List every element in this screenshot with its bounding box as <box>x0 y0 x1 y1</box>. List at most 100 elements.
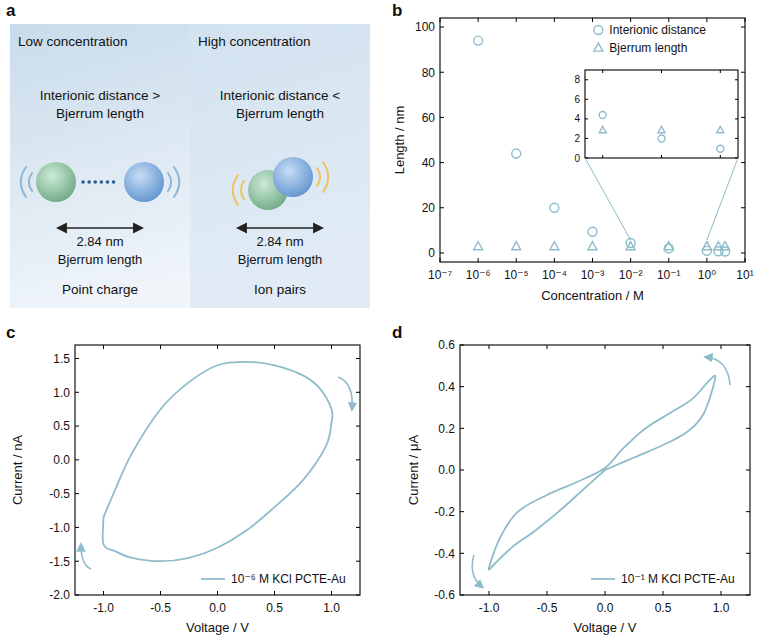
y-tick <box>460 511 464 512</box>
vibration-arc <box>317 168 320 186</box>
x-tick-top <box>668 18 669 22</box>
x-tick-top <box>331 345 332 349</box>
legend-line <box>201 578 225 580</box>
legend-label: Bjerrum length <box>609 41 687 55</box>
data-point <box>658 126 665 132</box>
x-tick-top <box>478 18 479 22</box>
y-tick <box>440 162 444 163</box>
panel-b-inset: 02468 <box>574 70 738 164</box>
panel-background <box>10 24 370 308</box>
y-tick-label: 4 <box>574 113 580 124</box>
ion <box>124 162 164 202</box>
data-point <box>588 227 597 236</box>
x-tick-top <box>663 345 664 349</box>
plot-data <box>103 362 333 561</box>
length-arrow <box>58 227 142 229</box>
vibration-arc <box>323 162 328 192</box>
y-tick-right <box>746 553 750 554</box>
x-tick-label: 10⁻⁶ <box>466 268 491 282</box>
inset-background <box>585 70 738 158</box>
x-tick-top <box>721 345 722 349</box>
x-tick-top <box>489 345 490 349</box>
y-tick <box>440 252 444 253</box>
sweep-arrow <box>706 357 730 385</box>
vibration-arc <box>233 175 238 205</box>
y-tick-label: -0.4 <box>434 547 455 561</box>
x-tick-top <box>592 18 593 22</box>
y-tick-right <box>741 117 745 118</box>
y-tick-label: 0 <box>428 246 435 260</box>
y-tick-label: 0.0 <box>438 463 455 477</box>
subpanel-shade <box>190 24 370 308</box>
y-tick <box>460 428 464 429</box>
y-tick <box>440 72 444 73</box>
y-tick <box>440 117 444 118</box>
data-line <box>103 362 333 561</box>
x-tick-top <box>554 18 555 22</box>
y-tick-label: 40 <box>422 156 436 170</box>
x-tick-top <box>160 345 161 349</box>
y-tick-label: 0.4 <box>438 380 455 394</box>
y-tick-right <box>746 428 750 429</box>
x-tick-top <box>516 18 517 22</box>
x-tick <box>554 258 555 262</box>
x-tick-top <box>103 345 104 349</box>
x-tick <box>605 591 606 595</box>
y-tick-label: -1.5 <box>49 555 70 569</box>
y-tick <box>460 470 464 471</box>
x-tick <box>663 591 664 595</box>
data-point <box>717 145 724 152</box>
x-tick-label: 1.0 <box>323 601 340 615</box>
y-axis-title: Length / nm <box>392 106 407 175</box>
x-tick-label: -1.0 <box>479 601 500 615</box>
x-tick-label: 10⁻¹ <box>657 268 681 282</box>
legend: Interionic distanceBjerrum length <box>594 23 707 55</box>
panel-a: aLow concentrationInterionic distance >B… <box>6 1 370 308</box>
y-tick-right <box>356 392 360 393</box>
y-tick <box>75 561 79 562</box>
y-tick-label: 0 <box>574 153 580 164</box>
x-tick <box>630 258 631 262</box>
legend: 10⁻⁶ M KCl PCTE-Au <box>201 572 346 586</box>
y-tick <box>460 386 464 387</box>
x-tick-label: 10⁰ <box>698 268 716 282</box>
data-point <box>626 242 635 250</box>
legend-label: 10⁻⁶ M KCl PCTE-Au <box>231 572 346 586</box>
y-tick-right <box>741 207 745 208</box>
figure: aLow concentrationInterionic distance >B… <box>0 0 768 643</box>
y-tick-label: 60 <box>422 111 436 125</box>
x-tick <box>489 591 490 595</box>
x-tick-label: 10¹ <box>736 268 753 282</box>
state-label: Ion pairs <box>254 282 306 297</box>
y-tick-label: 100 <box>415 20 435 34</box>
x-tick <box>331 591 332 595</box>
condition-text: Interionic distance > <box>40 88 161 103</box>
x-tick-label: 10⁻⁷ <box>428 268 452 282</box>
y-tick-label: 1.0 <box>53 386 70 400</box>
y-axis-title: Current / μA <box>406 435 421 506</box>
y-tick-label: 80 <box>422 66 436 80</box>
vibration-arc <box>174 167 179 197</box>
x-tick <box>478 258 479 262</box>
y-tick-label: 0.2 <box>438 422 455 436</box>
y-tick <box>75 459 79 460</box>
x-tick <box>103 591 104 595</box>
y-tick-label: 0.6 <box>438 338 455 352</box>
panel-letter: b <box>392 1 402 20</box>
legend-label: 10⁻¹ M KCl PCTE-Au <box>621 572 735 586</box>
panel-letter: a <box>6 1 16 20</box>
data-line <box>489 376 716 570</box>
x-tick-top <box>605 345 606 349</box>
ion <box>36 162 76 202</box>
x-axis-title: Voltage / V <box>186 620 249 635</box>
data-point <box>664 242 673 250</box>
y-tick-right <box>356 459 360 460</box>
x-tick <box>706 258 707 262</box>
zoom-line <box>707 158 738 240</box>
x-tick-label: -0.5 <box>537 601 558 615</box>
x-tick <box>721 591 722 595</box>
x-axis-title: Voltage / V <box>574 620 637 635</box>
y-tick-right <box>741 27 745 28</box>
vibration-arc <box>21 167 26 197</box>
x-tick-top <box>630 18 631 22</box>
